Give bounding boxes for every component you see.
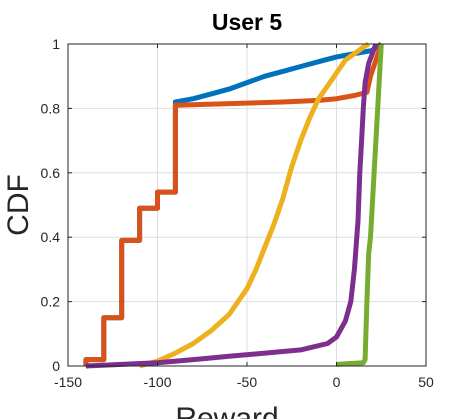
y-tick-label: 0.8 (41, 100, 61, 116)
series-line-5 (336, 43, 384, 367)
tick-layer: -150 -100 -50 0 50 0 0.2 0.4 0.6 0.8 1 (41, 36, 434, 390)
x-tick-label: -50 (237, 374, 257, 390)
chart-title: User 5 (212, 9, 283, 35)
series-line-4 (85, 43, 379, 369)
x-tick-label: 0 (333, 374, 341, 390)
series-layer (83, 41, 384, 369)
y-tick-label: 0 (52, 358, 60, 374)
series-line-3 (138, 41, 370, 369)
x-tick-label: -150 (54, 374, 82, 390)
y-tick-label: 1 (52, 36, 60, 52)
y-axis-title: CDF (2, 174, 35, 236)
y-tick-label: 0.2 (41, 294, 61, 310)
x-tick-label: 50 (418, 374, 434, 390)
x-tick-label: -100 (143, 374, 171, 390)
y-tick-label: 0.4 (41, 229, 61, 245)
y-tick-label: 0.6 (41, 165, 61, 181)
x-axis-title: Reward (175, 402, 278, 419)
